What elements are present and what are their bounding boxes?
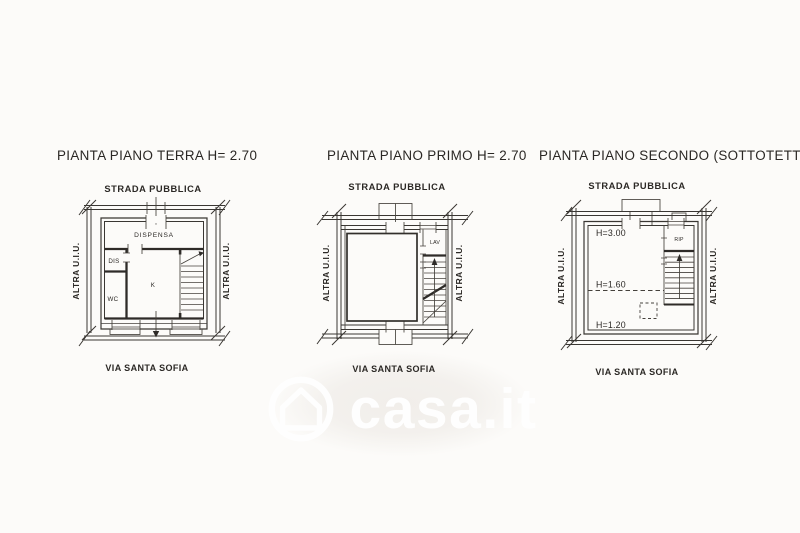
plan-primo-neighbor-right-label: ALTRA U.I.U. <box>454 244 464 301</box>
plan-primo-staircase <box>422 258 447 324</box>
room-label-lav: LAV <box>430 240 440 246</box>
plan-primo-balcony-top <box>378 203 413 222</box>
plan-primo-street-top-line <box>316 210 474 226</box>
plan-terra-party-wall-left <box>81 199 97 341</box>
plan-primo-main-room <box>346 232 418 322</box>
plan-secondo-party-wall-left <box>566 199 582 349</box>
plan-piano-secondo: PIANTA PIANO SECONDO (SOTTOTETTO) STRADA… <box>539 148 800 377</box>
room-label-dispensa: DISPENSA <box>134 232 174 239</box>
house-icon <box>268 376 333 442</box>
watermark-brand: casa.it <box>349 376 538 441</box>
plan-secondo-room-rip <box>661 225 694 305</box>
plan-secondo-street-top-label: STRADA PUBBLICA <box>588 181 685 191</box>
plan-primo-balcony-bottom <box>378 329 413 345</box>
plan-primo-outer-walls <box>341 222 448 333</box>
plan-secondo-neighbor-right-label: ALTRA U.I.U. <box>708 247 718 304</box>
plan-terra-street-bottom-label: VIA SANTA SOFIA <box>105 363 188 373</box>
plan-secondo-height-lines <box>588 290 664 319</box>
plan-terra-street-top-line <box>78 197 231 225</box>
room-label-wc: WC <box>108 296 119 303</box>
plan-primo-street-bottom-label: VIA SANTA SOFIA <box>352 364 435 374</box>
height-label-mid: H=1.60 <box>596 280 626 290</box>
plan-secondo-street-bottom-label: VIA SANTA SOFIA <box>595 367 678 377</box>
plan-terra-party-wall-right <box>210 199 226 341</box>
plan-terra-staircase <box>178 249 204 319</box>
plan-primo-neighbor-left-label: ALTRA U.I.U. <box>321 244 331 301</box>
plan-terra-street-top-label: STRADA PUBBLICA <box>104 184 201 194</box>
plan-primo-room-lav <box>420 229 446 325</box>
plan-terra-room-dis-wc <box>104 249 130 319</box>
plan-terra-neighbor-left-label: ALTRA U.I.U. <box>71 242 81 299</box>
plan-secondo-title: PIANTA PIANO SECONDO (SOTTOTETTO) <box>539 148 800 163</box>
plan-piano-terra: PIANTA PIANO TERRA H= 2.70 STRADA PUBBLI… <box>57 148 257 373</box>
plan-terra-bottom-wall <box>101 311 207 338</box>
plan-secondo-street-bottom-line <box>560 335 718 351</box>
height-label-top: H=3.00 <box>596 228 626 238</box>
plan-secondo-street-top-line <box>560 206 718 222</box>
plan-primo-street-top-label: STRADA PUBBLICA <box>348 182 445 192</box>
casa-it-watermark: casa.it <box>232 344 570 474</box>
plan-primo-street-bottom-line <box>316 328 474 345</box>
plan-primo-party-wall-right <box>442 203 458 346</box>
room-label-rip: RIP <box>674 237 684 243</box>
plan-terra-room-dispensa <box>104 244 204 254</box>
room-label-dis: DIS <box>108 258 119 265</box>
plan-secondo-neighbor-left-label: ALTRA U.I.U. <box>556 247 566 304</box>
plan-terra-neighbor-right-label: ALTRA U.I.U. <box>221 242 231 299</box>
plan-primo-title: PIANTA PIANO PRIMO H= 2.70 <box>327 148 527 163</box>
plan-terra-title: PIANTA PIANO TERRA H= 2.70 <box>57 148 257 163</box>
plan-piano-primo: PIANTA PIANO PRIMO H= 2.70 STRADA PUBBLI… <box>316 148 527 374</box>
height-label-low: H=1.20 <box>596 320 626 330</box>
plan-secondo-outer-walls <box>583 218 699 335</box>
room-label-k: K <box>151 282 156 289</box>
watermark-blob <box>232 344 570 474</box>
plan-terra-street-bottom-line <box>78 330 231 347</box>
plan-secondo-staircase <box>664 254 694 306</box>
